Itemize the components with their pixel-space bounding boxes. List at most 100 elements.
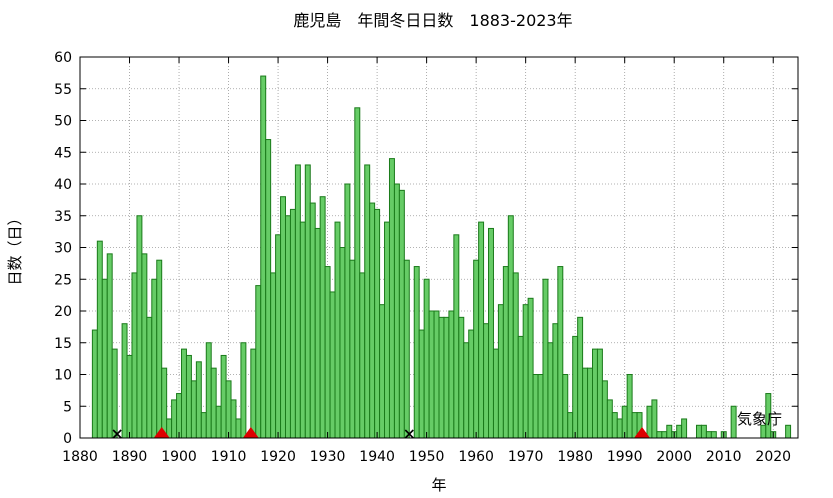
bar-1890 <box>126 354 133 439</box>
bar-1950 <box>423 278 430 439</box>
bar-1887 <box>111 348 118 439</box>
bar-1949 <box>418 329 425 439</box>
bar-1962 <box>483 323 490 439</box>
bar-1989 <box>616 418 623 439</box>
bar-1941 <box>379 304 386 439</box>
marker-x-1887.5 <box>112 429 122 439</box>
bar-1945 <box>398 189 405 439</box>
bar-1892 <box>136 215 143 439</box>
y-tick-label: 35 <box>54 209 72 225</box>
bar-1973 <box>537 374 544 439</box>
bar-1999 <box>666 424 673 439</box>
bar-1951 <box>428 310 435 439</box>
bar-1958 <box>463 342 470 439</box>
bar-1980 <box>572 335 579 439</box>
bar-1903 <box>190 380 197 439</box>
bar-1974 <box>542 278 549 439</box>
bar-1916 <box>255 285 262 439</box>
grid-lines <box>80 57 798 438</box>
bar-1954 <box>443 316 450 439</box>
bar-1909 <box>220 354 227 439</box>
bar-1913 <box>240 342 247 439</box>
bar-2001 <box>676 424 683 439</box>
x-tick-label: 1980 <box>557 449 593 465</box>
bar-1985 <box>596 348 603 439</box>
bar-1931 <box>329 291 336 439</box>
bar-1946 <box>403 259 410 439</box>
bar-1961 <box>478 221 485 439</box>
chart-title: 鹿児島 年間冬日日数 1883-2023年 <box>293 11 572 30</box>
bar-1921 <box>280 196 286 439</box>
x-tick-label: 1960 <box>458 449 494 465</box>
bar-2012 <box>730 405 737 439</box>
bar-1977 <box>557 266 564 439</box>
bar-1992 <box>631 412 638 439</box>
bar-1955 <box>448 310 455 439</box>
bar-1944 <box>393 183 400 439</box>
bar-1905 <box>200 412 207 439</box>
y-tick-label: 5 <box>63 399 72 415</box>
bar-1928 <box>314 227 321 439</box>
bar-1964 <box>492 348 499 439</box>
bar-1969 <box>517 335 524 439</box>
bar-1894 <box>146 316 153 439</box>
tick-labels: 0 5 10 15 20 25 30 35 40 45 50 55 60 1880 1890 1900 1910… <box>54 50 791 465</box>
x-tick-label: 2000 <box>656 449 692 465</box>
bar-1912 <box>235 418 242 439</box>
bar-1991 <box>626 374 633 439</box>
bar-1934 <box>344 183 351 439</box>
bar-1997 <box>656 431 663 439</box>
bar-1906 <box>205 342 212 439</box>
y-tick-label: 25 <box>54 272 72 288</box>
y-tick-label: 50 <box>54 114 72 130</box>
bar-1948 <box>413 266 420 439</box>
bar-1942 <box>384 221 390 439</box>
x-tick-label: 2020 <box>755 449 791 465</box>
bar-1965 <box>497 304 504 439</box>
x-tick-label: 1940 <box>359 449 395 465</box>
marker-triangle-1896.5 <box>153 427 170 438</box>
y-tick-label: 20 <box>54 304 72 320</box>
y-tick-label: 10 <box>54 368 72 384</box>
bar-1933 <box>339 247 346 439</box>
x-tick-label: 1990 <box>607 449 643 465</box>
bar-1987 <box>606 399 613 439</box>
bar-1923 <box>289 208 296 439</box>
bar-1960 <box>473 259 480 439</box>
bar-1937 <box>359 272 366 439</box>
bar-1978 <box>562 374 569 439</box>
bar-1924 <box>294 164 301 439</box>
bar-1972 <box>532 374 539 439</box>
bar-1926 <box>304 164 311 439</box>
bar-1953 <box>438 316 445 439</box>
bar-1911 <box>230 399 237 439</box>
bar-1936 <box>354 107 361 439</box>
bar-1886 <box>106 253 113 439</box>
bar-1893 <box>141 253 148 439</box>
y-axis-title: 日数（日） <box>6 210 24 285</box>
bar-1959 <box>468 329 475 439</box>
x-tick-label: 1880 <box>62 449 98 465</box>
axis-ticks <box>79 56 798 439</box>
y-tick-label: 15 <box>54 336 72 352</box>
bar-1982 <box>582 367 589 439</box>
bar-1922 <box>284 215 291 439</box>
bar-1998 <box>661 431 668 439</box>
bar-1986 <box>601 380 608 439</box>
bar-1907 <box>210 367 217 439</box>
bar-1996 <box>651 399 658 439</box>
bar-1918 <box>265 139 272 439</box>
marker-triangle-1914.5 <box>242 427 259 438</box>
bar-1988 <box>611 412 618 439</box>
bar-1904 <box>195 361 202 439</box>
bar-1883 <box>91 329 98 439</box>
bar-1943 <box>388 158 395 439</box>
x-tick-label: 1930 <box>310 449 346 465</box>
bar-1938 <box>364 164 371 439</box>
bar-1901 <box>181 348 187 439</box>
bar-1940 <box>374 208 381 439</box>
bar-1976 <box>552 323 559 439</box>
y-tick-label: 30 <box>54 241 72 257</box>
bar-1957 <box>458 316 465 439</box>
bar-1927 <box>309 202 316 439</box>
